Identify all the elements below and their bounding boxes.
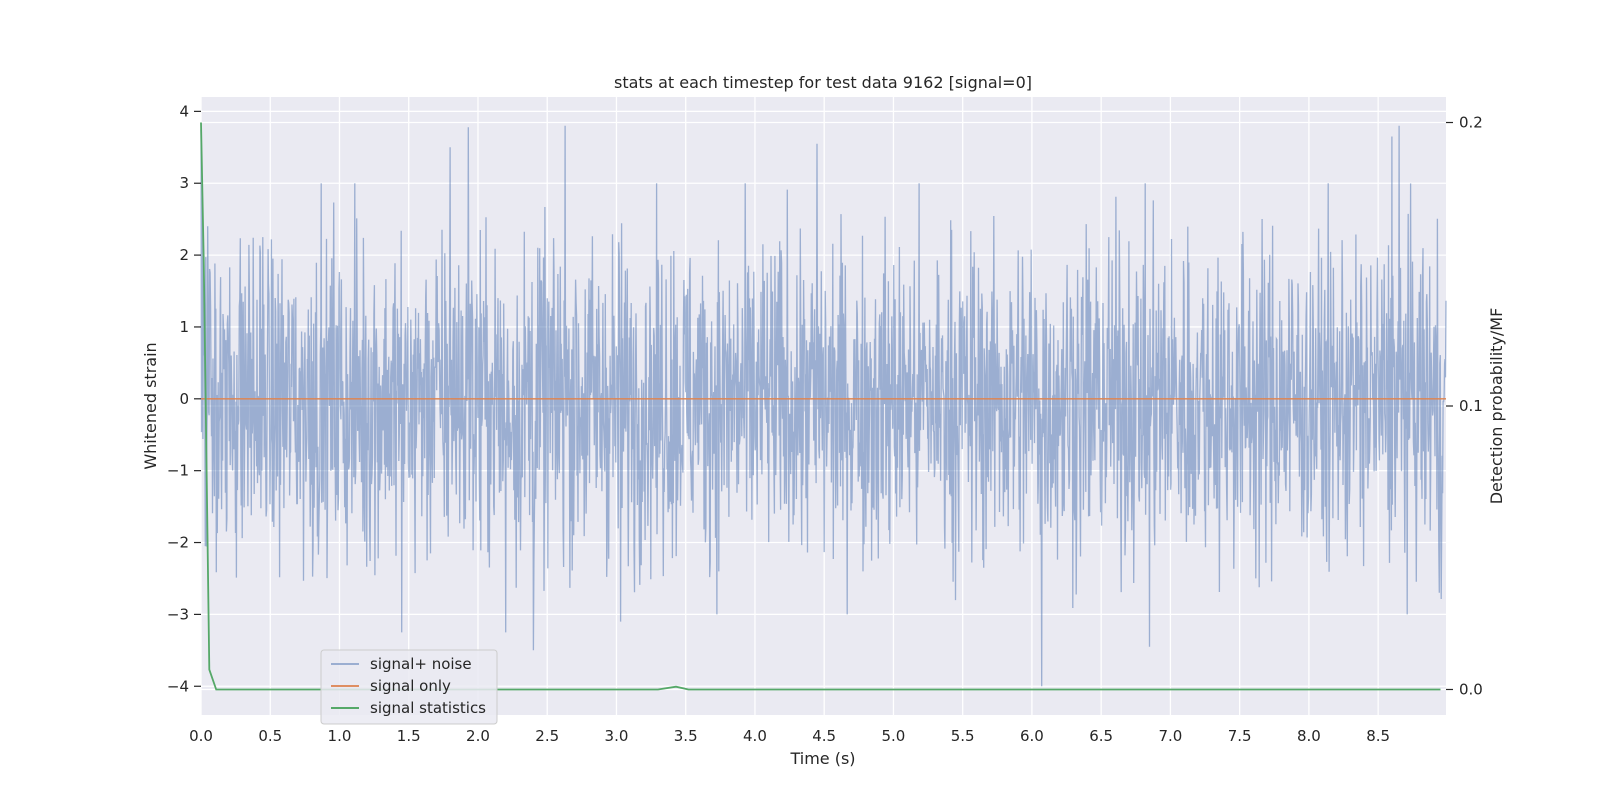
y2-tick-label: 0.1 <box>1459 397 1483 415</box>
series-signal-statistics-line <box>200 122 1441 691</box>
y2-tick-label: 0.2 <box>1459 114 1483 132</box>
y-tick-label: −2 <box>167 534 189 552</box>
y-tick-label: −3 <box>167 605 189 623</box>
y2-axis-label: Detection probability/MF <box>1487 308 1506 505</box>
x-tick-label: 4.0 <box>743 727 767 745</box>
x-tick-label: 6.0 <box>1020 727 1044 745</box>
x-tick-label: 7.0 <box>1158 727 1182 745</box>
legend-label-signal-noise: signal+ noise <box>370 655 472 673</box>
series-signal-noise-line <box>200 125 1447 687</box>
x-tick-label: 0.0 <box>189 727 213 745</box>
y-tick-label: −4 <box>167 677 189 695</box>
y-axis-label: Whitened strain <box>141 342 160 469</box>
y-tick-label: 3 <box>179 174 189 192</box>
x-tick-label: 8.0 <box>1297 727 1321 745</box>
x-tick-label: 4.5 <box>812 727 836 745</box>
x-tick-label: 6.5 <box>1089 727 1113 745</box>
y2-tick-label: 0.0 <box>1459 680 1483 698</box>
legend: signal+ noise signal only signal statist… <box>320 649 498 725</box>
y-tick-label: −1 <box>167 462 189 480</box>
x-tick-label: 8.5 <box>1366 727 1390 745</box>
x-tick-label: 1.0 <box>328 727 352 745</box>
x-tick-label: 7.5 <box>1228 727 1252 745</box>
x-tick-label: 2.5 <box>535 727 559 745</box>
y-tick-label: 1 <box>179 318 189 336</box>
y-tick-label: 0 <box>179 390 189 408</box>
x-tick-label: 1.5 <box>397 727 421 745</box>
x-tick-label: 5.0 <box>882 727 906 745</box>
series-layer <box>200 122 1447 691</box>
legend-label-signal-only: signal only <box>370 677 451 695</box>
legend-box <box>320 649 498 725</box>
x-tick-label: 0.5 <box>258 727 282 745</box>
x-tick-label: 3.5 <box>674 727 698 745</box>
ticks: 0.0 0.5 1.0 1.5 2.0 2.5 3.0 3.5 4.0 4.5 5.0 5.5 6.0 6… <box>167 102 1483 745</box>
x-axis-label: Time (s) <box>789 749 855 768</box>
chart-title: stats at each timestep for test data 916… <box>614 73 1032 92</box>
x-tick-label: 3.0 <box>605 727 629 745</box>
y-tick-label: 2 <box>179 246 189 264</box>
legend-label-signal-statistics: signal statistics <box>370 699 486 717</box>
x-tick-label: 2.0 <box>466 727 490 745</box>
y-tick-label: 4 <box>179 102 189 120</box>
x-tick-label: 5.5 <box>951 727 975 745</box>
